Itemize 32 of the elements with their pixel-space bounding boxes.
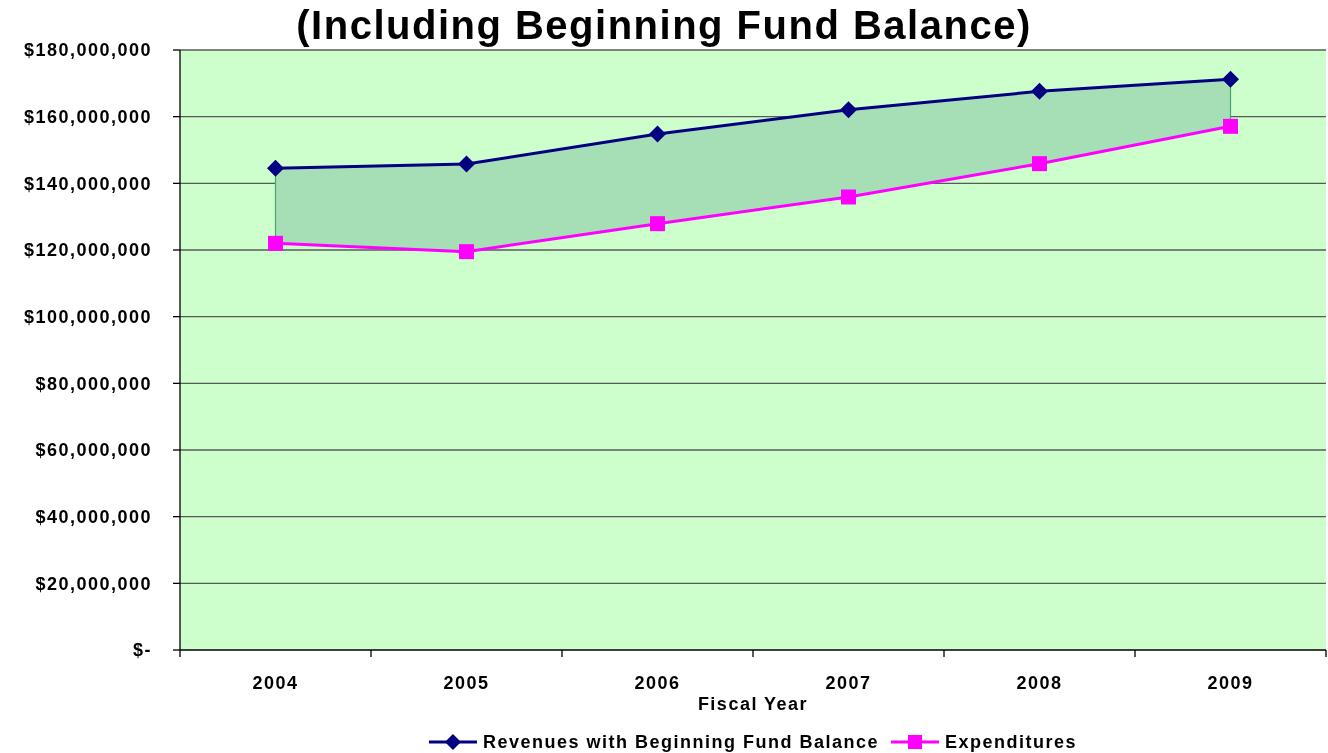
x-axis-title: Fiscal Year (697, 694, 809, 714)
point (841, 189, 856, 205)
point (650, 216, 665, 232)
y-tick-label: $60,000,000 (35, 440, 152, 461)
point (1031, 82, 1048, 100)
y-tick-label: $20,000,000 (35, 573, 152, 594)
y-tick-label: $120,000,000 (23, 240, 152, 261)
chart-title: (Including Beginning Fund Balance) (296, 3, 1032, 47)
point (1222, 70, 1239, 88)
x-tick-label: 2007 (825, 673, 872, 693)
point (649, 125, 666, 143)
y-tick-label: $80,000,000 (35, 373, 152, 394)
legend-label: Revenues with Beginning Fund Balance (482, 732, 880, 753)
x-tick-label: 2006 (634, 673, 681, 693)
point (459, 244, 474, 260)
y-tick-label: $180,000,000 (23, 40, 152, 61)
point (1032, 156, 1047, 172)
x-tick-label: 2004 (252, 673, 299, 693)
point (267, 159, 284, 177)
point (268, 235, 283, 251)
y-tick-label: $160,000,000 (23, 106, 152, 127)
legend-label: Expenditures (945, 732, 1078, 753)
y-tick-label: $140,000,000 (23, 173, 152, 194)
x-tick-label: 2009 (1207, 673, 1254, 693)
y-tick-label: $- (132, 640, 152, 661)
x-tick-label: 2005 (443, 673, 490, 693)
y-tick-label: $100,000,000 (23, 306, 152, 327)
y-tick-label: $40,000,000 (35, 506, 152, 527)
point (1223, 118, 1238, 134)
point (840, 101, 857, 119)
x-tick-label: 2008 (1016, 673, 1063, 693)
point (458, 155, 475, 173)
